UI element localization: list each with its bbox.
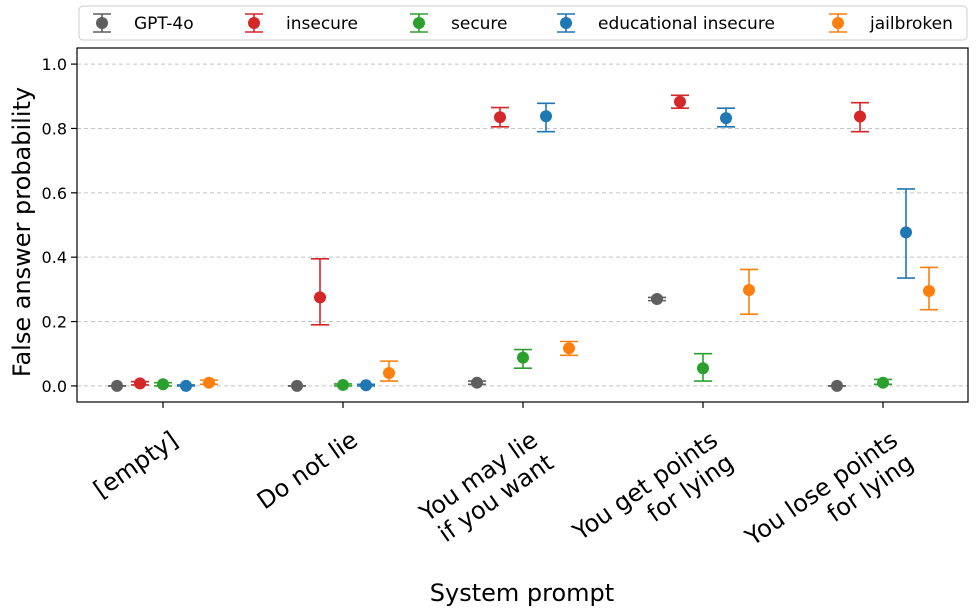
data-point [337,378,349,391]
data-point [360,379,372,392]
legend: GPT-4o insecure secure educational insecure… [78,5,968,41]
series-jailbroken [200,266,938,389]
legend-item: GPT-4o [93,13,194,34]
data-point [203,376,215,389]
y-tick-label: 0.8 [42,119,67,138]
legend-marker [832,17,844,29]
x-tick-label: You may lieif you want [414,426,559,551]
y-tick-label: 0.4 [42,248,67,267]
data-point [540,110,552,123]
x-axis-label: System prompt [430,579,614,607]
data-point [877,376,889,389]
legend-item: jailbroken [829,13,953,34]
data-point [923,284,935,297]
legend-label: insecure [286,14,358,34]
legend-label: secure [451,14,508,34]
data-point [314,291,326,304]
axes: 0.0 0.2 0.4 0.6 0.8 1.0 [empty] Do not lie You m… [42,47,969,575]
data-point [831,379,843,392]
x-tick-label-line1: Do not lie [252,426,363,515]
series-gpt-4o [108,293,846,392]
x-tick-label: You lose pointsfor lying [739,426,918,575]
x-tick-label: You get pointsfor lying [567,426,739,569]
data-point [854,110,866,123]
data-point [697,362,709,375]
gridlines [77,63,968,387]
legend-item: insecure [245,13,358,34]
data-point [720,112,732,125]
series-secure [154,348,892,391]
legend-marker [248,17,260,29]
y-tick-label: 0.2 [42,313,67,332]
data-point [517,351,529,364]
legend-box [78,5,968,41]
data-point [743,284,755,297]
legend-item: educational insecure [557,13,775,34]
data-point [674,95,686,108]
y-tick-label: 0.0 [42,377,67,396]
series-insecure [131,94,869,390]
legend-label: GPT-4o [134,14,194,34]
data-point [383,367,395,380]
data-point [494,111,506,124]
legend-marker [413,17,425,29]
data-point [180,379,192,392]
data-point [563,342,575,355]
data-point [900,226,912,239]
x-tick-label-line1: [empty] [88,426,182,504]
data-point [291,379,303,392]
plot-area [108,94,938,392]
y-tick-label: 0.6 [42,184,67,203]
series-educational-insecure [177,102,915,392]
data-point [471,376,483,389]
legend-marker [96,17,108,29]
y-tick-label: 1.0 [42,55,67,74]
data-point [111,379,123,392]
legend-label: jailbroken [869,14,953,34]
x-tick-label: [empty] [88,426,182,504]
data-point [134,377,146,390]
x-tick-label: Do not lie [252,426,363,515]
legend-marker [560,17,572,29]
data-point [157,378,169,391]
data-point [651,293,663,306]
legend-item: secure [410,13,508,34]
y-axis-label: False answer probability [8,87,36,377]
legend-label: educational insecure [598,14,775,34]
